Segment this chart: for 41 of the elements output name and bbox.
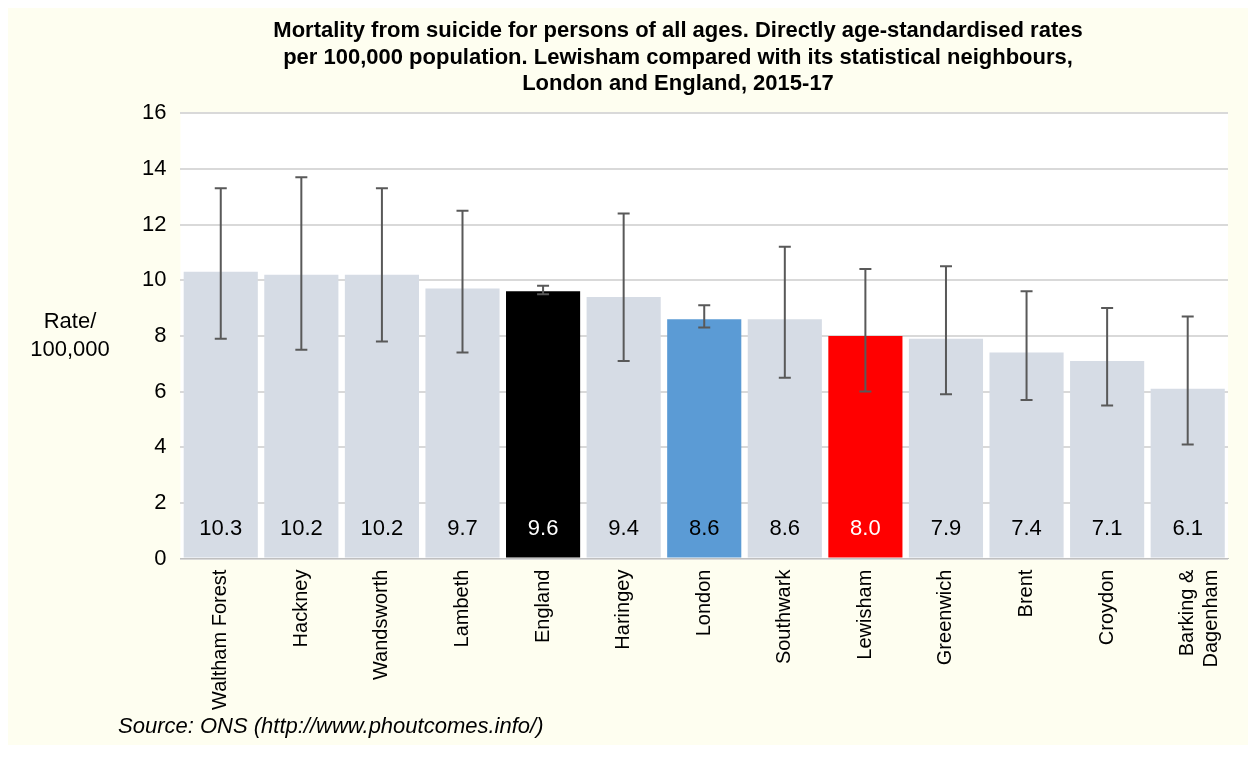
- x-tick-label: Hackney: [288, 569, 311, 648]
- chart-title: Mortality from suicide for persons of all ages. Directly age-standardised rates per 100,000 population. Lewisham compared with its statistical neighbours, London and England, 2015-17: [273, 17, 1083, 96]
- data-label: 10.2: [360, 514, 404, 540]
- y-tick-label: 16: [141, 99, 167, 125]
- y-tick-label: 4: [154, 433, 167, 459]
- x-tick-label: Waltham Forest: [208, 569, 231, 711]
- x-tick-label: Southwark: [772, 568, 795, 665]
- source-note: Source: ONS (http://www.phoutcomes.info/): [117, 713, 545, 740]
- x-tick-label: Brent: [1014, 569, 1037, 618]
- y-tick-label: 0: [154, 544, 167, 570]
- y-tick-label: 14: [141, 154, 167, 180]
- y-tick-label: 6: [154, 377, 167, 403]
- data-label: 8.0: [850, 514, 881, 540]
- x-tick-label: London: [691, 569, 714, 637]
- data-label: 10.2: [279, 514, 323, 540]
- x-tick-label: Barking & Dagenham: [1175, 568, 1222, 668]
- x-tick-label: Greenwich: [933, 569, 956, 666]
- data-label: 6.1: [1172, 514, 1204, 540]
- data-label: 7.4: [1011, 514, 1042, 540]
- bar: [828, 335, 903, 558]
- data-label: 8.6: [688, 514, 720, 540]
- y-tick-label: 10: [141, 266, 167, 292]
- y-tick-label: 8: [154, 321, 167, 347]
- x-tick-label: Haringey: [611, 569, 634, 650]
- data-label: 7.1: [1091, 514, 1123, 540]
- data-label: 10.3: [199, 514, 243, 540]
- y-tick-label: 12: [141, 210, 167, 236]
- bar: [506, 291, 581, 558]
- bar: [667, 319, 742, 558]
- x-tick-label: Croydon: [1094, 569, 1117, 646]
- x-tick-label: England: [530, 569, 553, 644]
- x-tick-label: Wandsworth: [369, 569, 392, 681]
- data-label: 9.7: [447, 514, 478, 540]
- y-tick-label: 2: [154, 488, 167, 514]
- data-label: 9.4: [608, 514, 639, 540]
- x-tick-label: Lambeth: [450, 569, 473, 648]
- data-label: 9.6: [527, 514, 559, 540]
- x-tick-label: Lewisham: [852, 569, 875, 660]
- data-label: 7.9: [930, 514, 962, 540]
- data-label: 8.6: [769, 514, 801, 540]
- y-axis-title: Rate/ 100,000: [30, 307, 110, 361]
